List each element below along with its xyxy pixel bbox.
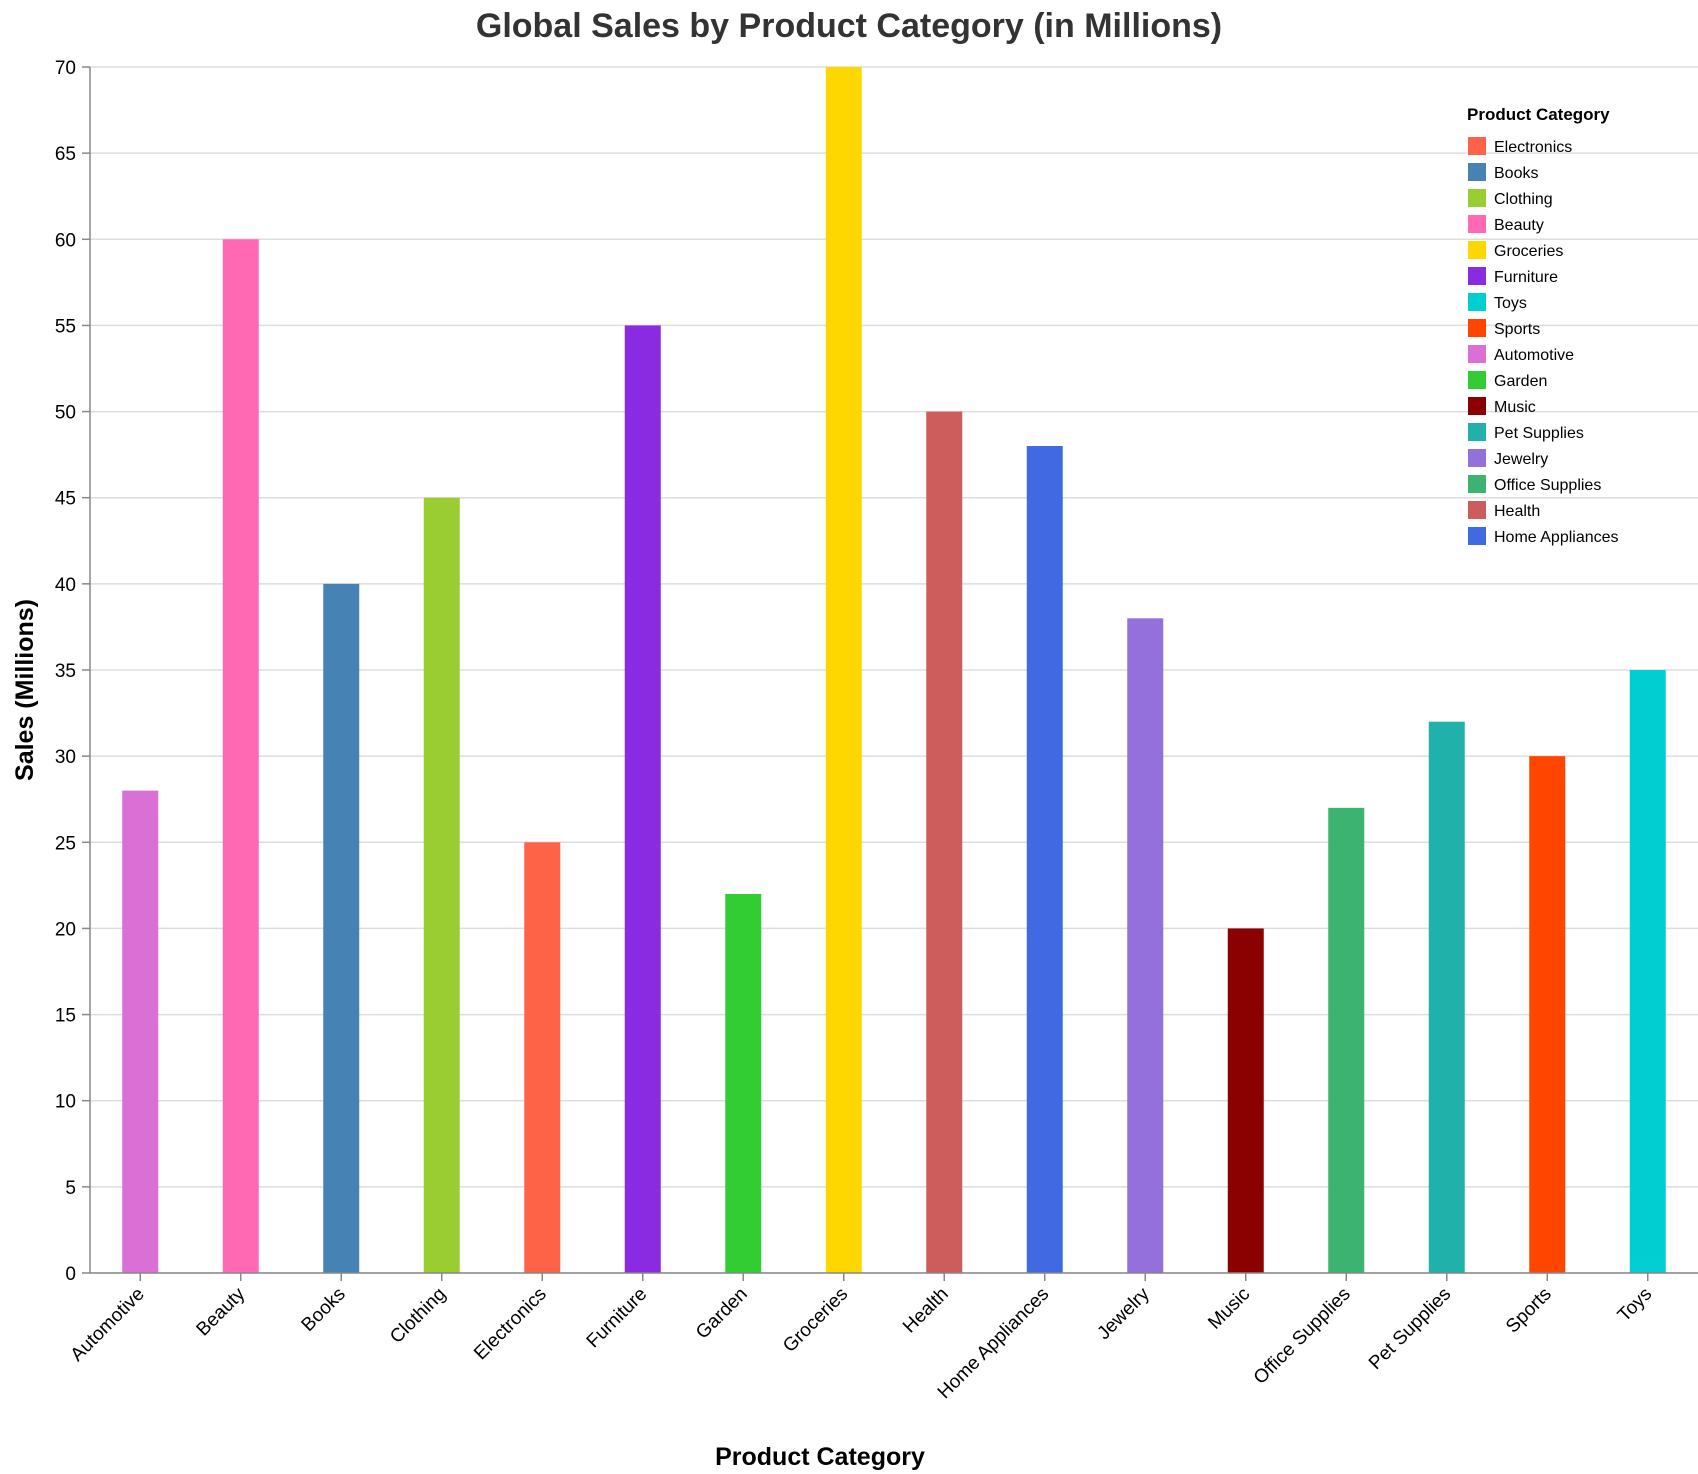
legend-label: Jewelry: [1494, 451, 1548, 468]
bar-toys: [1629, 670, 1666, 1273]
bar-beauty: [222, 239, 259, 1273]
x-tick-label: Clothing: [386, 1284, 450, 1348]
legend-label: Clothing: [1494, 191, 1553, 208]
legend-swatch: [1468, 527, 1486, 545]
legend-swatch: [1468, 163, 1486, 181]
x-tick-label: Beauty: [193, 1283, 250, 1340]
legend-label: Groceries: [1494, 243, 1563, 260]
y-tick-label: 25: [55, 833, 76, 854]
y-tick-label: 10: [55, 1092, 76, 1113]
axes: [82, 66, 1698, 1281]
bar-pet-supplies: [1428, 721, 1465, 1273]
y-tick-label: 0: [65, 1264, 76, 1285]
bar-books: [323, 583, 360, 1273]
legend-label: Sports: [1494, 321, 1540, 338]
x-tick-labels: Automotive Beauty Books Clothing Electronics…: [67, 1283, 1657, 1403]
legend-label: Health: [1494, 503, 1540, 520]
legend-swatch: [1468, 267, 1486, 285]
legend-label: Music: [1494, 399, 1536, 416]
y-tick-label: 60: [55, 230, 76, 251]
y-tick-labels: 0 5 10 15 20 25 30 35 40 45 50 55 60 65 70: [55, 58, 76, 1285]
bar-sports: [1529, 756, 1566, 1273]
x-tick-label: Sports: [1502, 1284, 1556, 1338]
legend-swatch: [1468, 345, 1486, 363]
x-tick-label: Toys: [1614, 1284, 1656, 1326]
legend-swatch: [1468, 423, 1486, 441]
x-tick-label: Pet Supplies: [1365, 1284, 1455, 1374]
legend-label: Home Appliances: [1494, 529, 1619, 546]
chart-title: Global Sales by Product Category (in Mil…: [476, 7, 1222, 45]
x-tick-label: Groceries: [779, 1284, 852, 1357]
legend-label: Automotive: [1494, 347, 1574, 364]
bar-garden: [725, 893, 762, 1273]
legend-label: Electronics: [1494, 139, 1572, 156]
bar-health: [926, 411, 963, 1274]
bar-music: [1227, 928, 1264, 1273]
y-tick-label: 50: [55, 403, 76, 424]
x-tick-label: Music: [1204, 1284, 1254, 1334]
bars: [122, 67, 1666, 1274]
y-tick-label: 20: [55, 919, 76, 940]
legend-label: Furniture: [1494, 269, 1558, 286]
legend-swatch: [1468, 241, 1486, 259]
y-tick-label: 30: [55, 747, 76, 768]
legend-swatch: [1468, 215, 1486, 233]
x-tick-label: Office Supplies: [1250, 1284, 1355, 1389]
legend-swatch: [1468, 371, 1486, 389]
x-tick-label: Books: [298, 1284, 350, 1336]
legend-title: Product Category: [1467, 105, 1610, 124]
bar-clothing: [423, 497, 460, 1273]
legend-label: Toys: [1494, 295, 1527, 312]
y-tick-label: 65: [55, 144, 76, 165]
bar-groceries: [825, 67, 862, 1273]
legend-swatch: [1468, 293, 1486, 311]
x-tick-label: Electronics: [470, 1284, 551, 1365]
x-tick-label: Garden: [692, 1284, 752, 1344]
bar-jewelry: [1127, 618, 1164, 1273]
y-tick-label: 5: [65, 1178, 76, 1199]
x-tick-label: Health: [899, 1284, 953, 1338]
legend-swatch: [1468, 189, 1486, 207]
y-tick-label: 55: [55, 316, 76, 337]
legend-label: Pet Supplies: [1494, 425, 1584, 442]
bar-office-supplies: [1328, 807, 1365, 1273]
legend: Product Category Electronics Books Clothin…: [1467, 105, 1619, 546]
x-tick-label: Jewelry: [1093, 1283, 1154, 1344]
y-tick-label: 70: [55, 58, 76, 79]
x-tick-label: Home Appliances: [934, 1284, 1053, 1403]
y-tick-label: 35: [55, 661, 76, 682]
legend-label: Office Supplies: [1494, 477, 1601, 494]
bar-furniture: [624, 325, 661, 1273]
legend-swatch: [1468, 475, 1486, 493]
legend-label: Books: [1494, 165, 1538, 182]
x-axis-title: Product Category: [715, 1443, 925, 1471]
x-tick-label: Furniture: [583, 1284, 652, 1353]
bar-electronics: [524, 842, 561, 1273]
bar-home-appliances: [1026, 446, 1063, 1273]
y-tick-label: 40: [55, 575, 76, 596]
legend-label: Garden: [1494, 373, 1547, 390]
y-tick-label: 45: [55, 489, 76, 510]
legend-swatch: [1468, 449, 1486, 467]
legend-swatch: [1468, 137, 1486, 155]
legend-label: Beauty: [1494, 217, 1544, 234]
y-tick-label: 15: [55, 1006, 76, 1027]
x-tick-label: Automotive: [67, 1284, 149, 1366]
y-axis-title: Sales (Millions): [11, 599, 39, 781]
bar-automotive: [122, 790, 159, 1273]
legend-swatch: [1468, 397, 1486, 415]
legend-swatch: [1468, 501, 1486, 519]
legend-swatch: [1468, 319, 1486, 337]
